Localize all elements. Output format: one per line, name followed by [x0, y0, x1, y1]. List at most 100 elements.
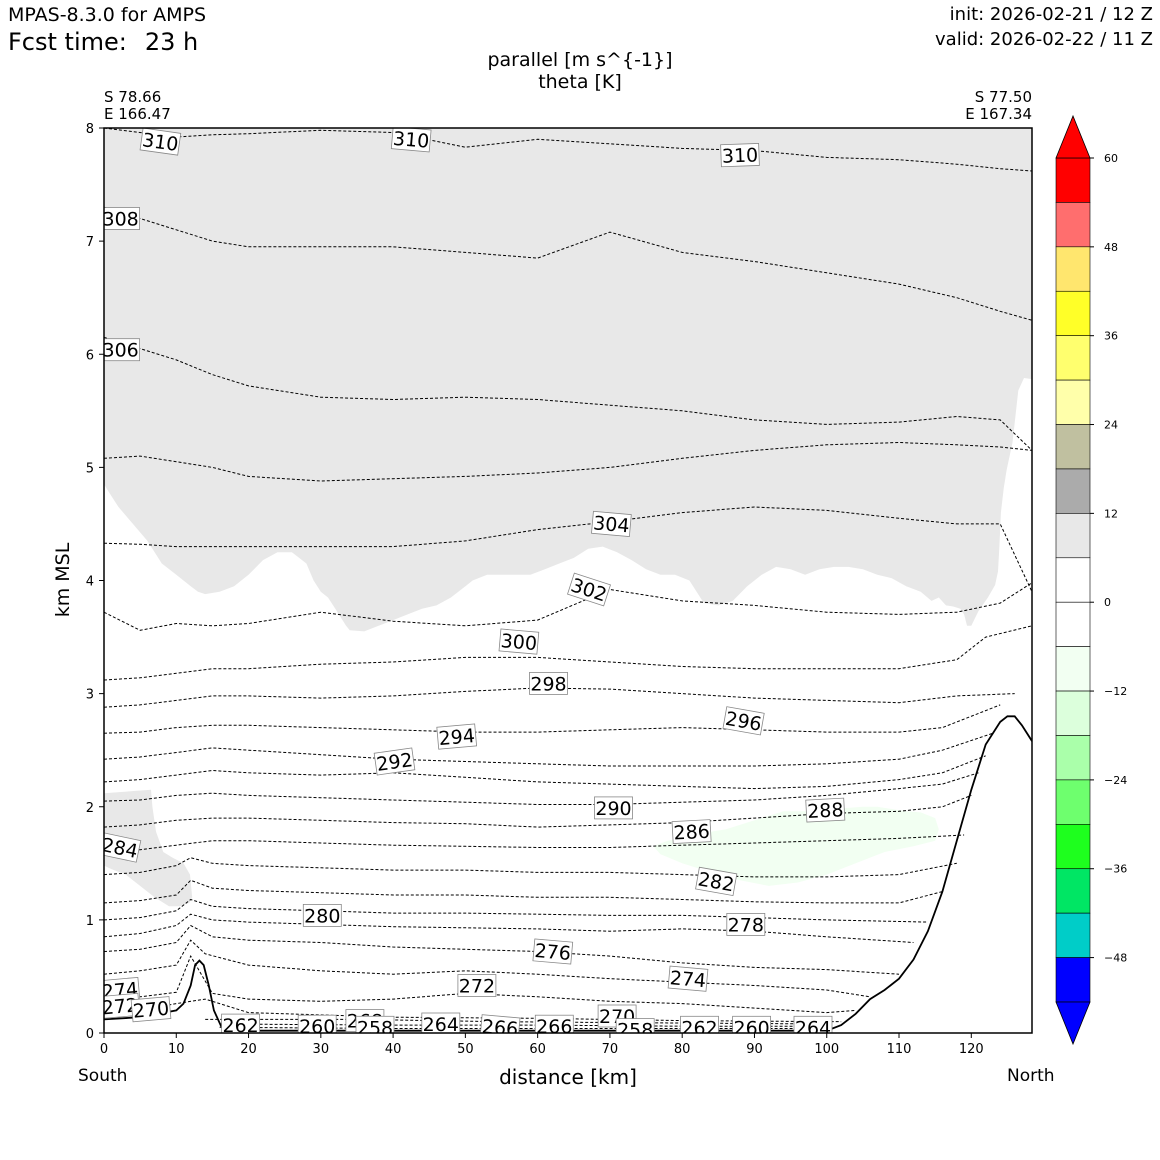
colorbar-segment--24-to--18 [1055, 735, 1091, 781]
left-end-lat: S 78.66 [104, 88, 162, 106]
theta-284-contour [104, 857, 957, 878]
colorbar-segment-36-to-42 [1055, 290, 1091, 336]
colorbar-segment--12-to--6 [1055, 646, 1091, 692]
theta-label-box [139, 128, 182, 156]
theta-label-294-10: 294 [436, 723, 478, 750]
theta-label-258-36: 258 [355, 1015, 395, 1033]
x-axis-ticks: 0 10 20 30 40 50 60 70 80 90 100 110 120 [100, 1033, 984, 1057]
theta-label-text: 262 [222, 1015, 258, 1037]
theta-label-300-7: 300 [498, 628, 540, 655]
theta-label-270-24: 270 [130, 996, 172, 1023]
theta-274-contour [104, 939, 871, 998]
theta-label-text: 260 [733, 1017, 769, 1039]
shading-layer [104, 128, 1032, 907]
colorbar-segment-24-to-30 [1055, 379, 1091, 425]
forecast-time-label: Fcst time: [8, 28, 127, 56]
theta-label-box [130, 996, 172, 1023]
theta-292-contour [104, 755, 986, 790]
theta-label-box [498, 628, 540, 655]
colorbar-tick-label: 60 [1104, 152, 1118, 165]
colorbar-tick-label: −12 [1104, 685, 1127, 698]
colorbar-segment-42-to-48 [1055, 246, 1091, 292]
theta-label-text: 266 [481, 1016, 519, 1041]
chart-title-line-1: parallel [m s^{-1}] [487, 49, 673, 71]
theta-label-box [479, 1014, 521, 1033]
theta-label-text: 278 [728, 914, 764, 936]
theta-280-contour [104, 898, 928, 923]
theta-label-box [532, 938, 574, 965]
colorbar-segment--6-to-0 [1055, 601, 1091, 647]
theta-label-box [695, 866, 738, 896]
theta-label-text: 276 [534, 940, 572, 965]
theta-272-contour [104, 954, 856, 1014]
theta-label-text: 310 [141, 129, 180, 156]
theta-296-contour [104, 704, 1001, 734]
theta-label-box [534, 1014, 574, 1033]
model-title: MPAS-8.3.0 for AMPS [8, 4, 207, 26]
colorbar-tick-label: 36 [1104, 330, 1118, 343]
left-end-lon: E 166.47 [104, 105, 171, 123]
theta-288-contour [104, 794, 972, 828]
x-tick-label-100: 100 [814, 1042, 839, 1057]
theta-label-276-19: 276 [532, 938, 574, 965]
theta-label-304-5: 304 [591, 510, 632, 537]
theta-label-box [732, 1015, 771, 1033]
theta-label-text: 272 [459, 976, 495, 998]
colorbar-segment-18-to-24 [1055, 424, 1091, 470]
theta-label-296-9: 296 [722, 706, 765, 736]
shade-region-2 [653, 806, 939, 886]
theta-label-text: 306 [102, 340, 138, 362]
theta-308-contour [104, 206, 1032, 321]
theta-300-contour [104, 625, 1032, 681]
theta-label-text: 290 [595, 798, 631, 820]
theta-label-282-16: 282 [695, 866, 738, 896]
colorbar-segment-12-to-18 [1055, 468, 1091, 514]
theta-label-266-28: 266 [534, 1014, 574, 1033]
theta-label-box [615, 1018, 655, 1033]
y-tick-label-7: 7 [86, 235, 94, 250]
colorbar-tick-label: −48 [1104, 952, 1127, 965]
theta-label-text: 302 [568, 574, 609, 606]
theta-label-text: 310 [392, 128, 430, 153]
theta-label-258-35: 258 [615, 1018, 655, 1033]
theta-label-box [667, 965, 709, 992]
colorbar-tick-label: 12 [1104, 507, 1118, 520]
y-tick-label-8: 8 [86, 122, 94, 137]
colorbar-segment--48-to--42 [1055, 912, 1091, 958]
left-end-coords: S 78.66 E 166.47 [104, 89, 171, 123]
theta-label-292-11: 292 [373, 747, 416, 776]
theta-label-text: 270 [132, 998, 170, 1023]
colorbar-segment-6-to-12 [1055, 513, 1091, 559]
theta-label-box [720, 143, 760, 168]
theta-282-contour [104, 879, 943, 904]
colorbar-segment-54-to-60 [1055, 157, 1091, 203]
theta-label-text: 274 [669, 967, 707, 992]
right-end-lon: E 167.34 [965, 105, 1032, 123]
theta-label-272-22: 272 [457, 974, 497, 998]
theta-label-box [221, 1013, 261, 1033]
y-tick-label-2: 2 [86, 801, 94, 816]
north-label: North [1007, 1066, 1055, 1086]
theta-label-box [591, 510, 632, 537]
x-tick-label-120: 120 [959, 1042, 984, 1057]
right-end-lat: S 77.50 [974, 88, 1032, 106]
theta-290-contour [104, 772, 979, 805]
theta-label-302-6: 302 [567, 572, 611, 607]
theta-label-box [421, 1012, 461, 1033]
south-label: South [78, 1066, 128, 1086]
theta-label-text: 280 [304, 905, 340, 927]
colorbar-segment--54-to--48 [1055, 957, 1091, 1003]
x-tick-label-20: 20 [240, 1042, 257, 1057]
theta-label-text: 264 [423, 1014, 459, 1036]
theta-label-260-34: 260 [732, 1015, 771, 1039]
theta-label-box [567, 572, 611, 607]
colorbar-segment--30-to--24 [1055, 779, 1091, 825]
theta-label-286-14: 286 [671, 819, 712, 845]
theta-302-contour [104, 582, 1032, 631]
theta-305-contour [104, 441, 1032, 482]
theta-label-box [457, 974, 497, 997]
y-tick-label-4: 4 [86, 575, 94, 590]
theta-270-contour [104, 998, 842, 1023]
theta-label-278-18: 278 [726, 913, 766, 936]
shade-region-0 [104, 128, 1032, 632]
